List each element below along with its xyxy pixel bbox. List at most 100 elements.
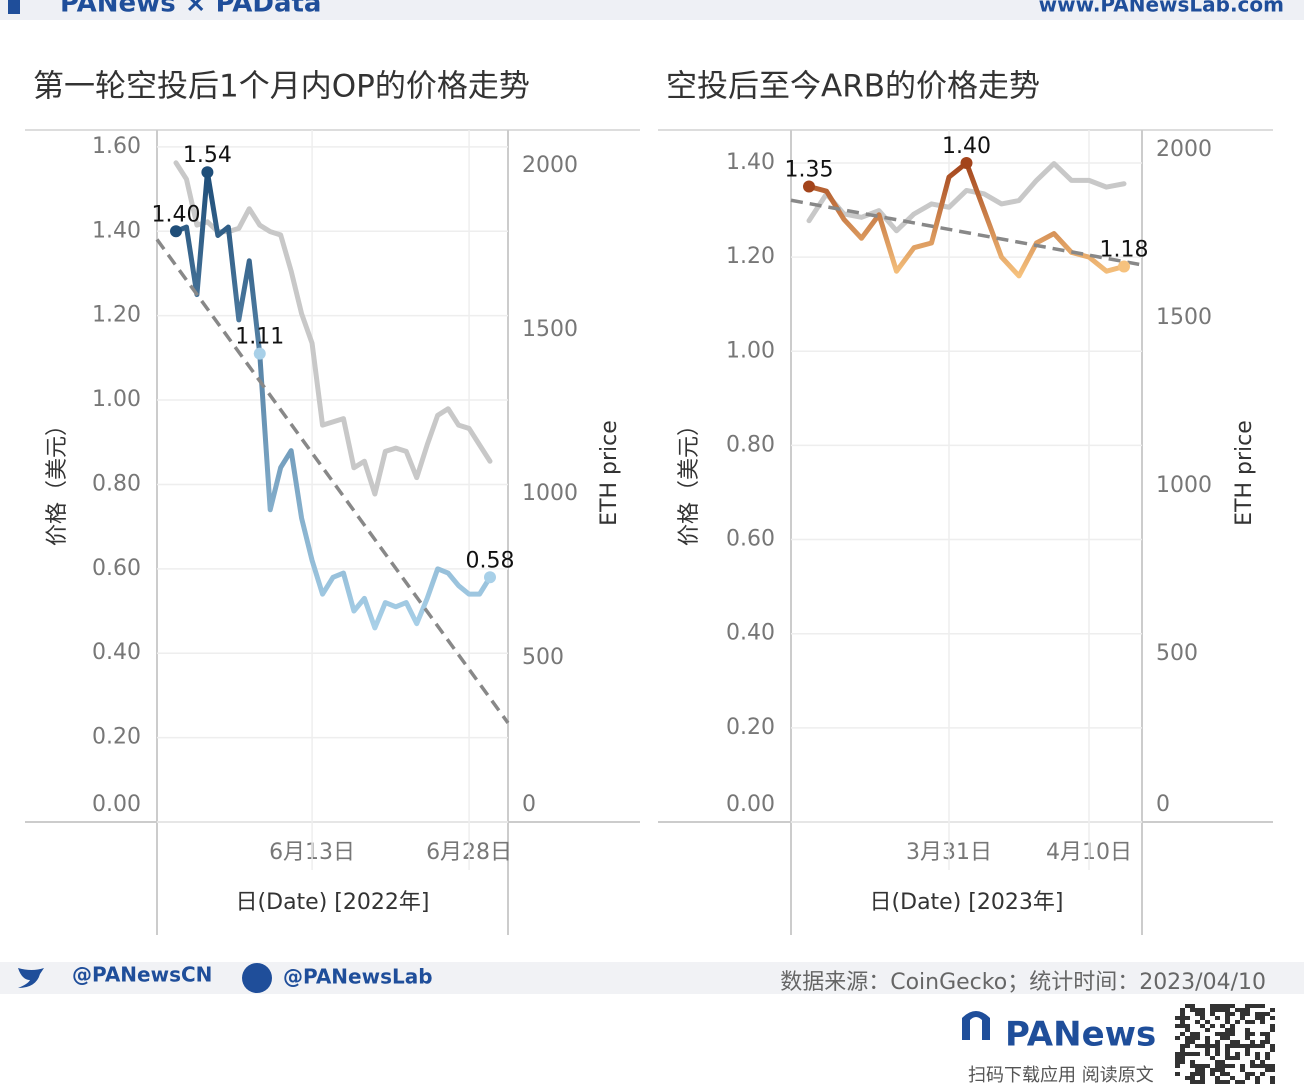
qr-cell bbox=[1245, 1072, 1250, 1076]
qr-cell bbox=[1225, 1028, 1230, 1032]
qr-cell bbox=[1180, 1056, 1185, 1060]
qr-cell bbox=[1255, 1044, 1260, 1048]
qr-cell bbox=[1265, 1064, 1270, 1068]
qr-cell bbox=[1235, 1044, 1240, 1048]
y2-tick-label: 1000 bbox=[1156, 473, 1212, 498]
y2-tick-label: 500 bbox=[522, 645, 564, 670]
qr-cell bbox=[1175, 1024, 1180, 1028]
point-marker bbox=[1118, 260, 1130, 273]
qr-cell bbox=[1255, 1080, 1260, 1084]
qr-cell bbox=[1175, 1060, 1180, 1064]
qr-cell bbox=[1235, 1052, 1240, 1056]
qr-cell bbox=[1250, 1064, 1255, 1068]
qr-cell bbox=[1220, 1036, 1225, 1040]
qr-cell bbox=[1225, 1080, 1230, 1084]
y2-tick-label: 0 bbox=[1156, 792, 1170, 817]
qr-cell bbox=[1265, 1032, 1270, 1036]
qr-cell bbox=[1245, 1012, 1250, 1016]
qr-cell bbox=[1190, 1072, 1195, 1076]
qr-cell bbox=[1245, 1036, 1250, 1040]
qr-cell bbox=[1225, 1044, 1230, 1048]
qr-cell bbox=[1230, 1004, 1235, 1008]
qr-cell bbox=[1265, 1056, 1270, 1060]
qr-cell bbox=[1240, 1064, 1245, 1068]
header-url: www.PANewsLab.com bbox=[1039, 0, 1284, 17]
qr-cell bbox=[1230, 1064, 1235, 1068]
qr-cell bbox=[1195, 1008, 1200, 1012]
qr-cell bbox=[1245, 1048, 1250, 1052]
qr-cell bbox=[1200, 1080, 1205, 1084]
qr-cell bbox=[1185, 1024, 1190, 1028]
trend-line bbox=[155, 238, 510, 724]
y2-axis-title: ETH price bbox=[1232, 420, 1257, 526]
qr-cell bbox=[1200, 1068, 1205, 1072]
twitter-handle: @PANewsCN bbox=[72, 963, 212, 987]
qr-cell bbox=[1215, 1032, 1220, 1036]
qr-cell bbox=[1205, 1048, 1210, 1052]
qr-cell bbox=[1270, 1048, 1275, 1052]
y2-tick-label: 500 bbox=[1156, 641, 1198, 666]
y-tick-label: 1.00 bbox=[92, 387, 141, 412]
qr-cell bbox=[1190, 1032, 1195, 1036]
qr-cell bbox=[1215, 1064, 1220, 1068]
qr-cell bbox=[1270, 1064, 1275, 1068]
qr-cell bbox=[1260, 1016, 1265, 1020]
qr-cell bbox=[1260, 1012, 1265, 1016]
qr-cell bbox=[1180, 1032, 1185, 1036]
qr-cell bbox=[1215, 1076, 1220, 1080]
y-tick-label: 0.80 bbox=[726, 432, 775, 457]
y-tick-label: 0.60 bbox=[92, 556, 141, 581]
value-label: 1.54 bbox=[183, 143, 232, 168]
qr-cell bbox=[1245, 1076, 1250, 1080]
qr-cell bbox=[1185, 1052, 1190, 1056]
qr-cell bbox=[1185, 1036, 1190, 1040]
qr-cell bbox=[1215, 1004, 1220, 1008]
qr-cell bbox=[1190, 1060, 1195, 1064]
qr-cell bbox=[1260, 1060, 1265, 1064]
y2-tick-label: 1500 bbox=[522, 317, 578, 342]
qr-caption: 扫码下载应用 阅读原文 bbox=[968, 1065, 1154, 1086]
qr-cell bbox=[1180, 1044, 1185, 1048]
qr-cell bbox=[1270, 1044, 1275, 1048]
qr-cell bbox=[1215, 1048, 1220, 1052]
qr-cell bbox=[1270, 1068, 1275, 1072]
qr-cell bbox=[1195, 1052, 1200, 1056]
logo-text: PANews bbox=[1005, 1015, 1156, 1055]
qr-cell bbox=[1255, 1056, 1260, 1060]
header-brand: PANews × PAData bbox=[60, 0, 321, 19]
logo-icon bbox=[962, 1011, 990, 1040]
qr-cell bbox=[1210, 1072, 1215, 1076]
qr-cell bbox=[1265, 1040, 1270, 1044]
y-tick-label: 1.40 bbox=[726, 150, 775, 175]
qr-cell bbox=[1255, 1016, 1260, 1020]
y-tick-label: 1.00 bbox=[726, 338, 775, 363]
qr-cell bbox=[1225, 1056, 1230, 1060]
qr-cell bbox=[1185, 1016, 1190, 1020]
y-tick-label: 0.20 bbox=[92, 725, 141, 750]
qr-cell bbox=[1210, 1068, 1215, 1072]
qr-cell bbox=[1185, 1044, 1190, 1048]
qr-cell bbox=[1270, 1080, 1275, 1084]
qr-cell bbox=[1180, 1012, 1185, 1016]
y-axis-title: 价格（美元） bbox=[45, 414, 70, 546]
qr-cell bbox=[1195, 1068, 1200, 1072]
trend-line bbox=[790, 198, 1143, 267]
qr-cell bbox=[1190, 1076, 1195, 1080]
series-line bbox=[806, 161, 1127, 234]
qr-cell bbox=[1205, 1064, 1210, 1068]
qr-cell bbox=[1245, 1028, 1250, 1032]
qr-cell bbox=[1230, 1076, 1235, 1080]
qr-cell bbox=[1225, 1004, 1230, 1008]
qr-cell bbox=[1230, 1044, 1235, 1048]
qr-cell bbox=[1190, 1080, 1195, 1084]
y-tick-label: 0.60 bbox=[726, 527, 775, 552]
chart-title: 第一轮空投后1个月内OP的价格走势 bbox=[33, 69, 530, 105]
qr-cell bbox=[1190, 1036, 1195, 1040]
qr-cell bbox=[1245, 1020, 1250, 1024]
qr-cell bbox=[1190, 1040, 1195, 1044]
y-tick-label: 1.40 bbox=[92, 218, 141, 243]
qr-cell bbox=[1265, 1052, 1270, 1056]
qr-cell bbox=[1240, 1068, 1245, 1072]
qr-cell bbox=[1240, 1080, 1245, 1084]
qr-cell bbox=[1215, 1052, 1220, 1056]
